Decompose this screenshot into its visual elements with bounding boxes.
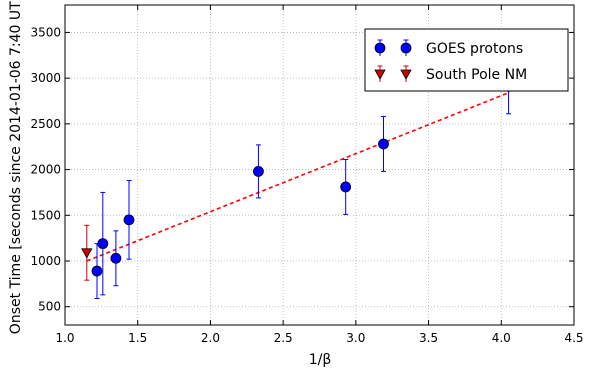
x-tick-label: 2.0 xyxy=(201,331,220,345)
y-tick-label: 3000 xyxy=(30,71,61,85)
legend: GOES protons South Pole NM xyxy=(364,28,569,92)
data-point xyxy=(253,165,264,177)
legend-box xyxy=(364,28,569,92)
data-point xyxy=(340,181,352,193)
x-tick-label: 1.0 xyxy=(55,331,74,345)
plot-frame xyxy=(64,4,575,326)
legend-marker xyxy=(400,69,412,80)
y-tick-label: 2500 xyxy=(30,117,61,131)
x-tick-label: 3.5 xyxy=(419,331,438,345)
x-tick-label: 2.5 xyxy=(274,331,293,345)
fit-line-group xyxy=(86,92,509,262)
x-tick-label: 1.5 xyxy=(128,331,147,345)
x-axis-label: 1/β xyxy=(309,352,332,368)
y-tick-label: 2000 xyxy=(30,163,61,177)
legend-marker xyxy=(374,69,386,80)
y-tick-label: 1000 xyxy=(30,254,61,268)
legend-label: GOES protons xyxy=(426,41,523,57)
data-point xyxy=(91,265,103,277)
ticks: 1.0 1.5 2.0 2.5 3.0 3.5 4.0 4.5 500 1000 1500 2000 2… xyxy=(30,5,584,345)
data-point xyxy=(97,238,109,250)
y-axis-label: Onset Time [seconds since 2014-01-06 7:4… xyxy=(8,0,24,334)
fit-line xyxy=(86,92,509,262)
y-tick-label: 3500 xyxy=(30,25,61,39)
y-tick-label: 1500 xyxy=(30,208,61,222)
x-tick-label: 4.5 xyxy=(564,331,583,345)
data-marks xyxy=(81,58,514,299)
y-tick-label: 500 xyxy=(38,300,61,314)
data-point xyxy=(123,214,135,226)
data-point xyxy=(81,248,93,259)
legend-marker xyxy=(400,42,412,54)
series-0 xyxy=(91,58,514,299)
x-tick-label: 4.0 xyxy=(492,331,511,345)
legend-label: South Pole NM xyxy=(426,67,527,83)
x-tick-label: 3.0 xyxy=(346,331,365,345)
series-1 xyxy=(81,224,93,281)
data-point xyxy=(378,138,389,150)
data-point xyxy=(110,252,122,264)
legend-marker xyxy=(374,42,386,54)
